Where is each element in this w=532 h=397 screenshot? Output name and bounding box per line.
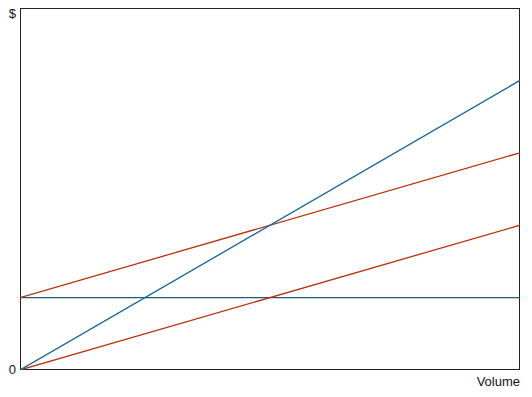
- y-tick-label: 0: [9, 362, 16, 377]
- x-axis-label: Volume: [477, 374, 520, 389]
- chart-container: 0 $ Volume: [0, 0, 532, 397]
- plot-frame: [21, 9, 520, 370]
- series-group: [20, 80, 520, 370]
- series-line: [20, 225, 520, 370]
- y-axis-label: $: [9, 6, 17, 21]
- chart-svg: 0 $ Volume: [0, 0, 532, 397]
- series-line: [20, 80, 520, 370]
